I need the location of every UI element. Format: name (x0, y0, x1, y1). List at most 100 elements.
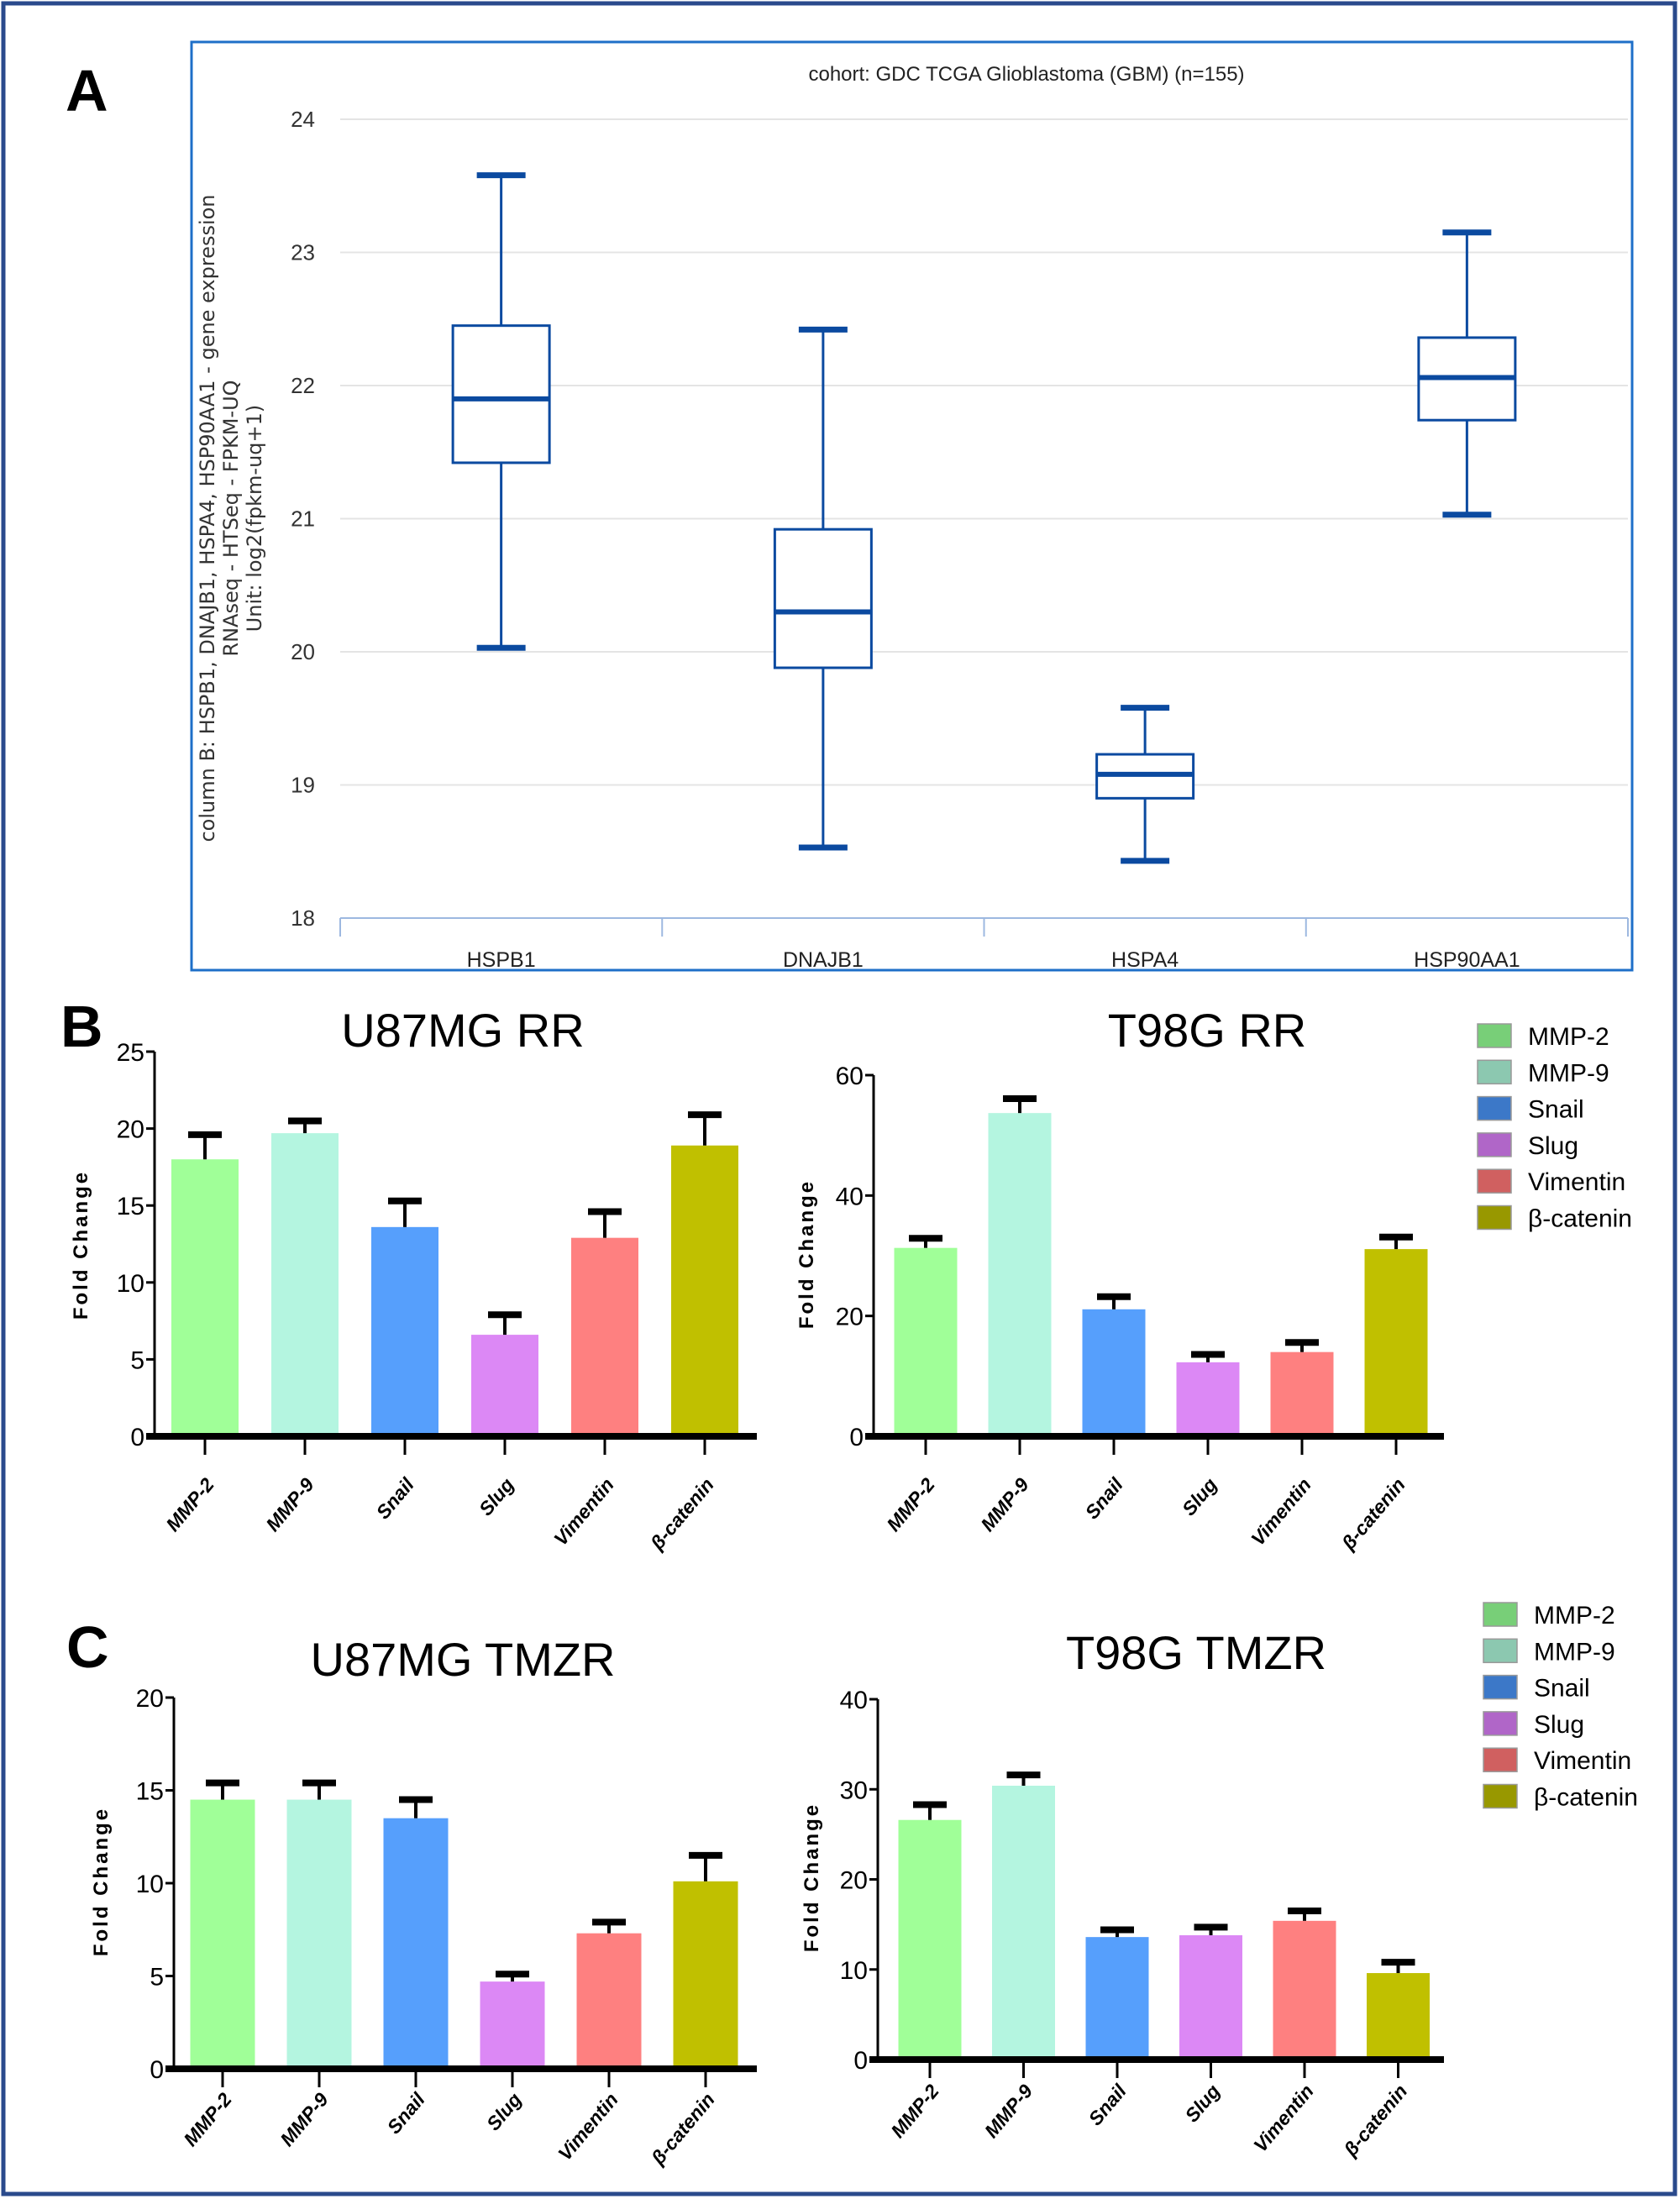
x-tick-label: Snail (383, 2088, 430, 2138)
y-tick-label: 0 (130, 1424, 144, 1451)
y-tick-label: 10 (840, 1957, 868, 1985)
bar-mmp-2 (894, 1247, 958, 1436)
y-tick-label: 20 (836, 1304, 864, 1331)
legend-swatch-beta-catenin (1477, 1204, 1512, 1231)
bar-vimentin (1270, 1351, 1334, 1436)
legend-swatch-mmp-2 (1477, 1023, 1512, 1048)
legend-swatch-slug (1483, 1711, 1518, 1736)
x-tick-label: DNAJB1 (783, 948, 864, 972)
x-tick-label: MMP-2 (886, 2080, 943, 2142)
legend-swatch-vimentin (1477, 1168, 1512, 1194)
y-tick-label: 0 (849, 1424, 864, 1451)
y-tick-label: 40 (840, 1687, 868, 1714)
chart-title: U87MG TMZR (311, 1633, 616, 1686)
bar-mmp-9 (271, 1133, 339, 1436)
iqr-box (773, 527, 873, 669)
chart-title: U87MG RR (341, 1004, 584, 1057)
bar-slug (471, 1335, 538, 1436)
box-hspb1 (451, 172, 551, 651)
bar-vimentin (576, 1933, 642, 2069)
bar-mmp-9 (992, 1785, 1055, 2060)
x-tick-label: MMP-9 (261, 1473, 318, 1535)
legend-label-snail: Snail (1534, 1675, 1590, 1703)
legend-swatch-mmp-9 (1477, 1059, 1512, 1085)
bar-chart-u87mg-tmzr: U87MG TMZR Fold Change 0 5 10 15 20 MMP-2 MMP-9 S… (90, 1633, 757, 2169)
bar-mmp-2 (171, 1159, 239, 1436)
y-tick-label: 15 (117, 1193, 144, 1220)
y-tick-label: 10 (136, 1871, 164, 1898)
legend-b: MMP-2 MMP-9 Snail Slug Vimentin β-catenin (1477, 1023, 1632, 1233)
bar-mmp-2 (190, 1799, 255, 2069)
y-tick-label: 18 (291, 905, 315, 931)
x-tick-label: β-catenin (645, 1474, 717, 1555)
legend-label-beta-catenin: β-catenin (1528, 1205, 1632, 1233)
boxplot-chart: cohort: GDC TCGA Glioblastoma (GBM) (n=1… (196, 63, 1629, 972)
x-tick-label: MMP-9 (980, 2080, 1037, 2142)
y-axis-label: column B: HSPB1, DNAJB1, HSPA4, HSP90AA1… (196, 194, 219, 842)
y-tick-label: 60 (836, 1063, 864, 1090)
bar-slug (480, 1981, 545, 2069)
y-tick-label: 20 (117, 1116, 144, 1144)
x-tick-label: β-catenin (1336, 1474, 1409, 1555)
legend-label-slug: Slug (1528, 1132, 1578, 1160)
chart-title: T98G TMZR (1066, 1626, 1326, 1679)
panel-a-frame (190, 40, 1634, 972)
y-tick-label: 20 (840, 1867, 868, 1895)
bar-beta-catenin (671, 1145, 738, 1436)
panel-label-b: B (60, 994, 103, 1059)
y-tick-label: 0 (853, 2047, 868, 2075)
legend-swatch-snail (1477, 1095, 1512, 1121)
y-tick-label: 20 (136, 1685, 164, 1713)
bar-slug (1179, 1934, 1242, 2060)
bar-mmp-9 (286, 1799, 352, 2069)
y-tick-label: 22 (291, 373, 315, 398)
y-tick-label: 25 (117, 1039, 144, 1067)
legend-swatch-beta-catenin (1483, 1783, 1518, 1809)
bar-snail (371, 1226, 438, 1436)
legend-label-mmp-9: MMP-9 (1534, 1638, 1615, 1666)
x-tick-label: MMP-9 (976, 1473, 1033, 1535)
x-tick-label: Slug (1178, 1474, 1221, 1520)
bar-vimentin (1273, 1920, 1336, 2060)
y-tick-label: 23 (291, 240, 315, 265)
y-tick-label: 5 (150, 1964, 164, 1992)
bar-vimentin (571, 1237, 638, 1436)
bar-beta-catenin (1367, 1973, 1430, 2060)
bar-snail (383, 1818, 449, 2069)
legend-swatch-mmp-2 (1483, 1602, 1518, 1627)
x-tick-label: Snail (372, 1473, 419, 1523)
y-axis-label: Fold Change (801, 1803, 823, 1952)
y-axis-label: Fold Change (70, 1170, 92, 1320)
y-tick-label: 21 (291, 506, 315, 532)
x-tick-label: Slug (1180, 2081, 1224, 2127)
x-tick-label: MMP-2 (179, 2088, 236, 2150)
y-tick-label: 5 (130, 1346, 144, 1374)
y-tick-label: 40 (836, 1183, 864, 1210)
y-tick-label: 0 (150, 2056, 164, 2084)
y-tick-label: 30 (840, 1777, 868, 1804)
legend-swatch-mmp-9 (1483, 1638, 1518, 1664)
y-tick-label: 20 (291, 639, 315, 664)
chart-title: T98G RR (1108, 1004, 1307, 1057)
y-axis-label: RNAseq - HTSeq - FPKM-UQ (219, 380, 243, 656)
legend-label-vimentin: Vimentin (1534, 1747, 1631, 1775)
bar-beta-catenin (1364, 1249, 1428, 1436)
x-tick-label: Vimentin (554, 2089, 622, 2165)
legend-swatch-vimentin (1483, 1747, 1518, 1772)
x-tick-label: Snail (1081, 1473, 1128, 1523)
box-dnajb1 (773, 326, 873, 851)
bar-mmp-2 (898, 1819, 962, 2060)
x-tick-label: MMP-9 (276, 2088, 333, 2150)
y-tick-label: 15 (136, 1778, 164, 1806)
y-tick-label: 24 (291, 107, 315, 132)
legend-swatch-slug (1477, 1132, 1512, 1157)
x-tick-label: β-catenin (1339, 2081, 1411, 2161)
y-axis-label: Fold Change (90, 1807, 113, 1956)
bar-snail (1085, 1937, 1149, 2060)
chart-title: cohort: GDC TCGA Glioblastoma (GBM) (n=1… (808, 63, 1244, 86)
panel-label-a: A (66, 58, 108, 123)
x-tick-label: Snail (1084, 2080, 1131, 2129)
x-tick-label: β-catenin (646, 2089, 718, 2170)
x-tick-label: HSPA4 (1111, 948, 1179, 972)
